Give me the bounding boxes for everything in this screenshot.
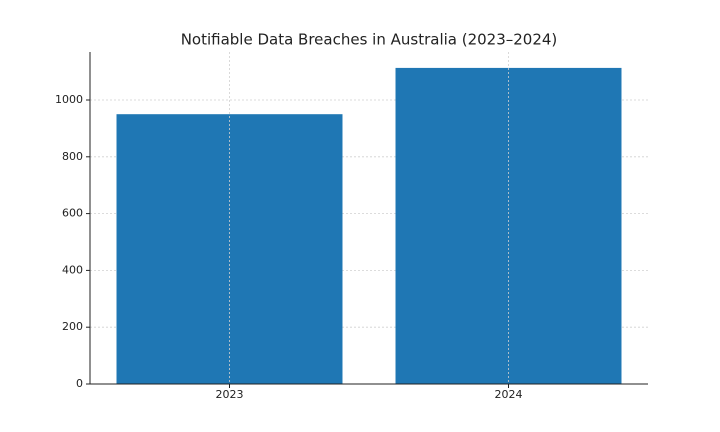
chart-title: Notifiable Data Breaches in Australia (2…	[181, 31, 558, 49]
y-tick-label: 0	[76, 377, 83, 390]
y-tick-label: 200	[62, 320, 83, 333]
y-tick-label: 600	[62, 207, 83, 220]
x-tick-label: 2023	[216, 388, 244, 401]
x-tick-label: 2024	[495, 388, 523, 401]
y-tick-label: 400	[62, 263, 83, 276]
y-tick-label: 1000	[55, 93, 83, 106]
y-tick-label: 800	[62, 150, 83, 163]
